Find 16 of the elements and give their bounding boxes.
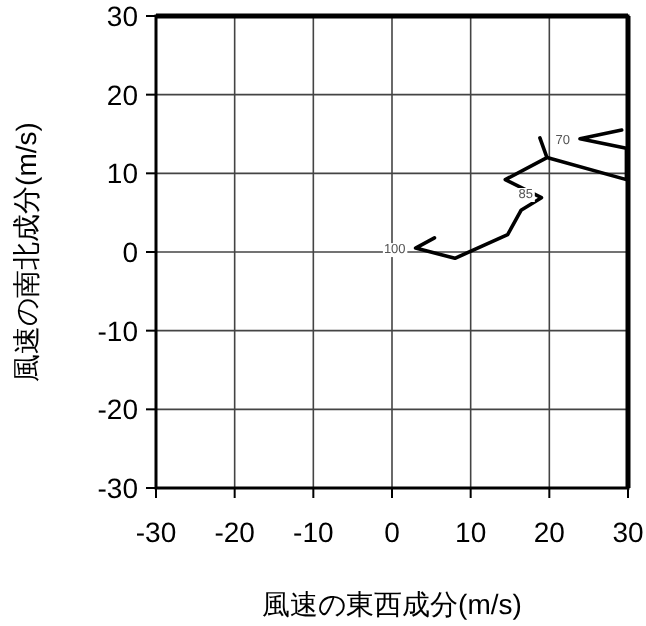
y-tick-label: 30 (106, 0, 139, 32)
y-tick-label: -20 (97, 393, 139, 426)
y-tick-label: -10 (97, 314, 139, 347)
y-tick-label: 10 (106, 157, 139, 190)
x-tick-label: 20 (533, 516, 566, 548)
x-tick-label: -30 (135, 516, 177, 548)
x-tick-label: 10 (455, 516, 487, 548)
x-tick-label: 0 (384, 516, 401, 548)
x-tick-label: -20 (214, 516, 256, 548)
y-tick-label: 0 (122, 236, 139, 268)
x-axis-title: 風速の東西成分(m/s) (262, 588, 522, 620)
y-tick-label: -30 (97, 472, 139, 504)
y-tick-label: 20 (106, 78, 139, 111)
x-tick-label: -10 (293, 516, 334, 548)
x-tick-label: 30 (612, 516, 644, 548)
y-axis-title: 風速の南北成分(m/s) (10, 122, 42, 382)
